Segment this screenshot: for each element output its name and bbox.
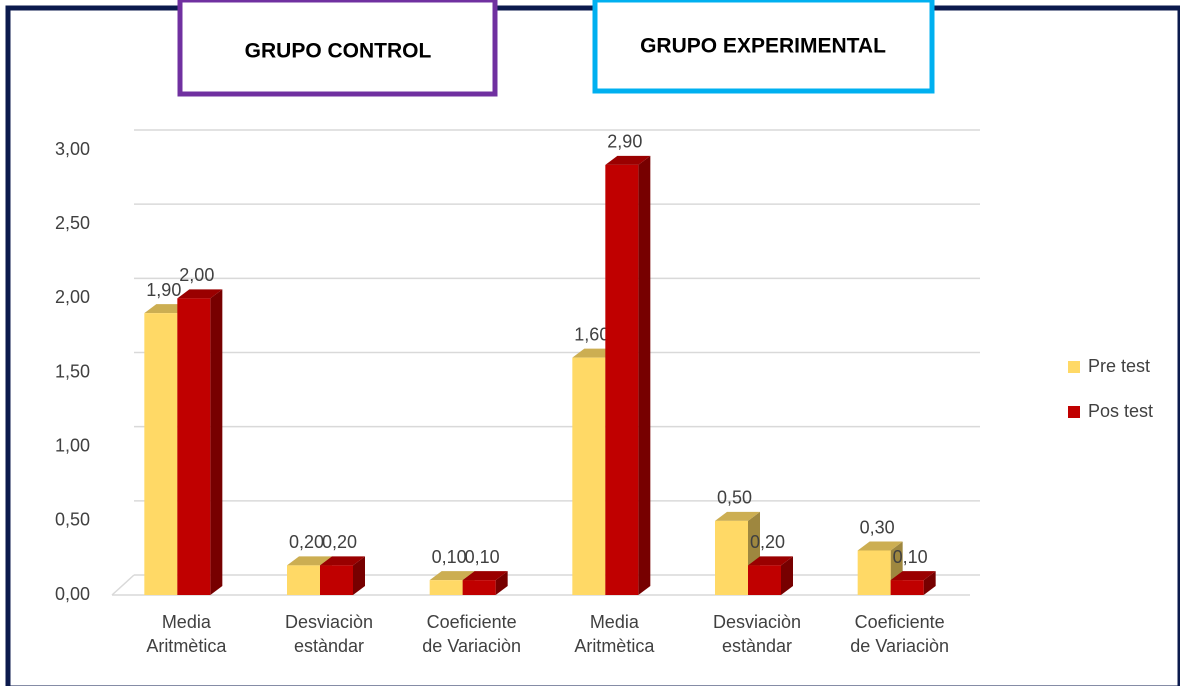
y-tick-label: 3,00 xyxy=(55,139,90,159)
bar-top xyxy=(605,155,651,165)
value-label: 1,90 xyxy=(146,280,181,300)
bar-side xyxy=(210,289,223,595)
value-label: 2,90 xyxy=(607,132,642,152)
value-label: 0,50 xyxy=(717,488,752,508)
x-tick-label: Media Aritmètica xyxy=(146,612,227,656)
y-tick-label: 2,00 xyxy=(55,287,90,307)
bar-top xyxy=(287,556,332,566)
group-box xyxy=(592,0,935,94)
group-box xyxy=(177,0,498,97)
bar-front xyxy=(429,580,463,595)
bar-side xyxy=(781,556,793,595)
legend-swatch xyxy=(1068,406,1080,418)
bar-top xyxy=(462,571,508,581)
bar-top xyxy=(748,556,793,566)
bar-front xyxy=(572,357,606,595)
bar-front xyxy=(605,164,639,596)
bar-top xyxy=(857,541,903,551)
bar-top xyxy=(715,511,760,521)
bar-front xyxy=(857,550,891,595)
x-tick-label: Desviaciòn estàndar xyxy=(285,612,373,656)
bar-front xyxy=(748,565,781,595)
bar-front xyxy=(177,298,211,595)
value-label: 0,20 xyxy=(289,532,324,552)
floor-line xyxy=(111,574,135,596)
bar-top xyxy=(429,571,475,581)
value-label: 1,60 xyxy=(574,324,609,344)
bar xyxy=(320,556,365,595)
y-tick-label: 0,50 xyxy=(55,510,90,530)
value-label: 0,10 xyxy=(465,547,500,567)
value-label: 0,30 xyxy=(860,517,895,537)
bar-front xyxy=(320,565,353,595)
bar xyxy=(177,289,223,595)
legend-label: Pre test xyxy=(1088,356,1150,376)
bar-front xyxy=(144,313,178,595)
bar-side xyxy=(638,155,651,596)
y-tick-label: 1,50 xyxy=(55,361,90,381)
x-tick-label: Coeficiente de Variaciòn xyxy=(850,612,949,656)
value-label: 2,00 xyxy=(179,265,214,285)
value-label: 0,20 xyxy=(750,532,785,552)
group-label: GRUPO CONTROL xyxy=(245,40,432,63)
x-tick-label: Media Aritmètica xyxy=(574,612,655,656)
bar-front xyxy=(462,580,496,595)
value-label: 0,10 xyxy=(432,547,467,567)
bar xyxy=(605,155,651,596)
bar-front xyxy=(287,565,320,595)
y-tick-label: 2,50 xyxy=(55,213,90,233)
value-label: 0,20 xyxy=(322,532,357,552)
y-tick-label: 0,00 xyxy=(55,584,90,604)
x-tick-label: Coeficiente de Variaciòn xyxy=(422,612,521,656)
legend-label: Pos test xyxy=(1088,401,1153,421)
bar xyxy=(890,571,936,595)
bar-top xyxy=(890,571,936,581)
group-label: GRUPO EXPERIMENTAL xyxy=(640,35,886,58)
bar-front xyxy=(715,520,748,595)
bar-top xyxy=(320,556,365,566)
legend-swatch xyxy=(1068,361,1080,373)
bar-side xyxy=(353,556,365,595)
bar-side xyxy=(495,571,508,595)
bar xyxy=(748,556,793,595)
bar xyxy=(462,571,508,595)
value-label: 0,10 xyxy=(893,547,928,567)
bar-front xyxy=(890,580,924,595)
y-tick-label: 1,00 xyxy=(55,435,90,455)
bar-top xyxy=(177,289,223,299)
x-tick-label: Desviaciòn estàndar xyxy=(713,612,801,656)
bar-side xyxy=(923,571,936,595)
